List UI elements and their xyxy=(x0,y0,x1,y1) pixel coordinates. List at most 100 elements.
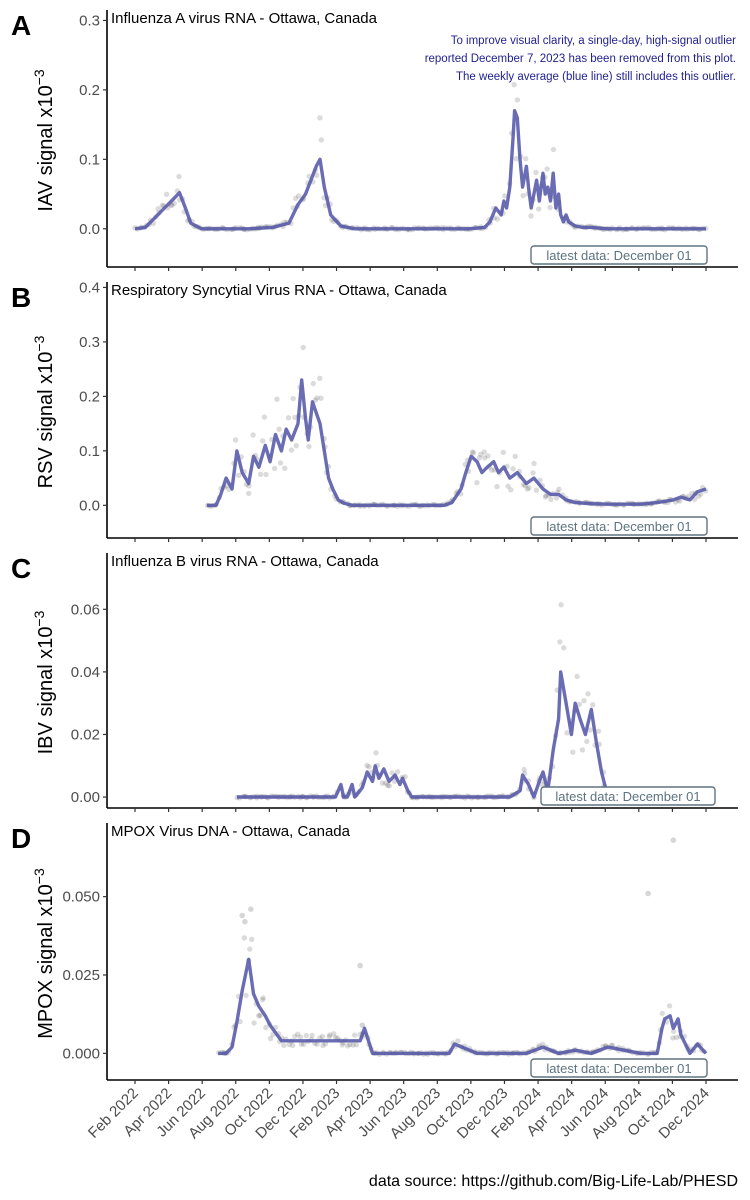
outlier-point xyxy=(670,837,677,843)
y-tick-label: 0.4 xyxy=(79,279,100,296)
latest-data-label: latest data: December 01 xyxy=(540,786,716,806)
data-point xyxy=(539,782,545,788)
data-point xyxy=(163,191,170,197)
data-point xyxy=(470,450,476,456)
panel-title: Respiratory Syncytial Virus RNA - Ottawa… xyxy=(111,282,447,299)
data-point xyxy=(512,453,518,459)
data-point xyxy=(290,395,296,402)
data-point xyxy=(550,146,557,153)
data-point xyxy=(502,193,508,199)
latest-data-text: latest data: December 01 xyxy=(546,1061,691,1076)
data-point xyxy=(232,437,239,443)
data-point xyxy=(249,936,255,943)
data-point xyxy=(171,200,177,206)
data-point xyxy=(579,747,586,753)
weekly-average-line xyxy=(134,109,706,231)
data-point xyxy=(333,1034,339,1041)
data-point xyxy=(481,449,487,455)
y-axis-label: IBV signal x10−3 xyxy=(31,610,57,754)
latest-data-box xyxy=(530,1058,708,1078)
latest-data-box xyxy=(530,245,708,265)
y-tick-label: 0.0 xyxy=(79,221,100,238)
data-point xyxy=(241,935,247,941)
data-point xyxy=(561,645,567,651)
data-point xyxy=(470,449,476,455)
data-point xyxy=(385,782,391,788)
y-tick-label: 0.00 xyxy=(71,789,100,806)
y-axis-label: MPOX signal x10−3 xyxy=(31,868,57,1039)
y-axis-label: RSV signal x10−3 xyxy=(31,335,57,488)
data-point xyxy=(476,455,483,461)
data-point xyxy=(564,730,570,736)
weekly-average-line xyxy=(206,378,707,507)
y-tick-label: 0.3 xyxy=(79,12,100,29)
data-point xyxy=(331,1031,337,1037)
data-point xyxy=(236,472,242,478)
data-point xyxy=(260,438,266,444)
latest-data-box xyxy=(540,786,716,806)
data-point xyxy=(306,443,312,450)
data-point xyxy=(670,1028,677,1035)
data-point xyxy=(386,783,392,789)
data-point xyxy=(547,204,553,211)
data-point xyxy=(530,470,536,476)
data-point xyxy=(521,766,527,773)
data-point xyxy=(298,1041,305,1047)
outlier-note-line: The weekly average (blue line) still inc… xyxy=(456,71,736,83)
data-point xyxy=(536,206,542,212)
data-point xyxy=(494,483,500,490)
data-point xyxy=(318,137,324,143)
data-point xyxy=(659,1010,665,1017)
outlier-note: To improve visual clarity, a single-day,… xyxy=(425,35,736,83)
data-point xyxy=(673,1034,680,1041)
panel-c: 0.00 0.02 0.04 0.06 C Influenza B virus RNA -… xyxy=(11,553,738,812)
data-point xyxy=(313,172,320,178)
outlier-point xyxy=(248,906,254,912)
weekly-average-line xyxy=(236,670,706,799)
data-point xyxy=(520,192,526,199)
data-point xyxy=(319,1033,326,1040)
panel-title: MPOX Virus DNA - Ottawa, Canada xyxy=(111,823,351,840)
data-point xyxy=(259,997,266,1003)
outlier-point xyxy=(256,1013,262,1019)
latest-data-text: latest data: December 01 xyxy=(555,789,700,804)
panel-title: Influenza B virus RNA - Ottawa, Canada xyxy=(111,553,379,570)
data-point xyxy=(257,1012,263,1018)
panel-b: 0.0 0.1 0.2 0.3 0.4 B Respiratory Syncytial Vi… xyxy=(11,279,738,542)
data-point xyxy=(317,375,323,381)
data-point xyxy=(243,992,249,999)
latest-data-box xyxy=(530,516,708,536)
data-point xyxy=(350,1042,356,1048)
y-tick-label: 0.2 xyxy=(79,388,100,405)
data-point xyxy=(176,173,182,180)
data-point xyxy=(309,1032,315,1039)
data-point xyxy=(553,495,560,501)
panel-letter: A xyxy=(11,10,31,41)
y-tick-label: 0.1 xyxy=(79,151,100,168)
chart-panels: 0.0 0.1 0.2 0.3 A Influenza A virus RNA - Ott… xyxy=(11,10,738,1084)
data-point xyxy=(558,602,564,608)
y-axis-label-exponent: −3 xyxy=(31,868,47,884)
data-point xyxy=(257,471,264,477)
data-point xyxy=(576,701,582,708)
scatter-points xyxy=(132,82,709,233)
outlier-point xyxy=(242,918,248,925)
y-axis-label-exponent: −3 xyxy=(31,610,47,626)
data-point xyxy=(478,451,484,457)
data-point xyxy=(548,496,554,503)
data-point xyxy=(542,494,549,500)
data-point xyxy=(570,749,576,755)
y-tick-label: 0.06 xyxy=(71,601,100,618)
latest-data-label: latest data: December 01 xyxy=(530,245,708,265)
y-tick-label: 0.1 xyxy=(79,443,100,460)
data-point xyxy=(295,1031,301,1037)
data-point xyxy=(293,195,299,201)
data-point xyxy=(513,156,519,162)
data-point xyxy=(288,447,295,453)
data-point xyxy=(666,1003,673,1009)
data-point xyxy=(281,1042,287,1049)
data-point xyxy=(526,485,532,491)
y-tick-label: 0.04 xyxy=(71,664,100,681)
panel-letter: B xyxy=(11,282,31,313)
